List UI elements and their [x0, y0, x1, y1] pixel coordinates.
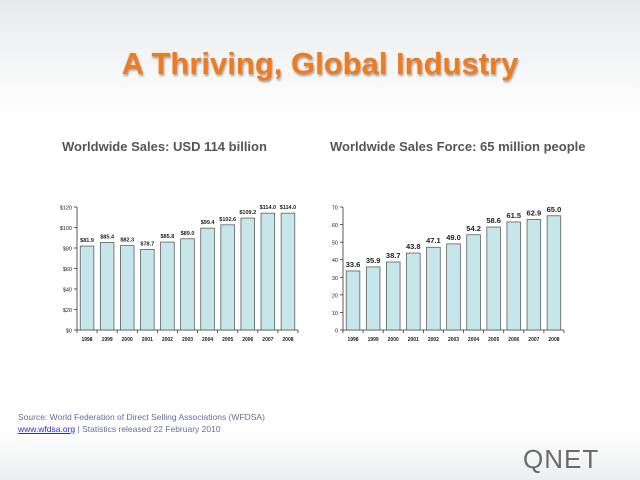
y-tick-label: $120: [60, 206, 72, 212]
data-label: 58.6: [486, 216, 501, 225]
x-tick-label: 2002: [428, 337, 439, 343]
y-tick-label: 0: [335, 329, 338, 335]
x-tick-label: 1999: [102, 337, 113, 343]
bar-1999: [365, 266, 381, 331]
x-tick-label: 2004: [468, 337, 479, 343]
source-note: Source: World Federation of Direct Selli…: [18, 411, 265, 435]
x-tick-label: 2001: [408, 337, 419, 343]
bar-1999: [99, 242, 115, 331]
x-tick-label: 1998: [347, 337, 358, 343]
y-tick-label: $80: [63, 247, 72, 253]
x-tick-label: 2005: [222, 337, 233, 343]
y-tick-label: 40: [332, 258, 338, 264]
bar-2001: [406, 252, 421, 331]
bar-2004: [466, 234, 481, 331]
y-tick-label: 30: [332, 276, 338, 282]
x-tick-label: 2003: [448, 337, 459, 343]
bar-2006: [506, 221, 521, 331]
source-line: Source: World Federation of Direct Selli…: [18, 412, 265, 422]
salesforce-bar-chart: 0 10 20 30 40 50 60 70 1998 33.6 1999 35.9 2000 38.7 2…: [332, 205, 565, 343]
qnet-logo: QNET: [523, 444, 599, 474]
x-tick-label: 2000: [388, 337, 399, 343]
bar-2007: [526, 219, 542, 331]
data-label: 65.0: [547, 205, 562, 214]
bar-2004: [200, 227, 215, 331]
data-label: 38.7: [386, 251, 401, 260]
bar-2005: [220, 224, 235, 331]
data-label: $109.2: [239, 210, 256, 216]
sales-chart-title: Worldwide Sales: USD 114 billion: [62, 139, 267, 154]
stats-release-note: | Statistics released 22 February 2010: [77, 424, 221, 434]
y-tick-label: 70: [332, 206, 338, 212]
y-tick-label: 20: [332, 293, 338, 299]
bar-2003: [446, 243, 461, 331]
data-label: $81.9: [80, 238, 94, 244]
data-label: $114.0: [280, 205, 297, 211]
x-tick-label: 2008: [548, 337, 559, 343]
wfdsa-link[interactable]: www.wfdsa.org: [18, 424, 76, 434]
bar-2002: [160, 241, 175, 331]
y-tick-label: $100: [60, 226, 72, 232]
y-tick-label: $0: [66, 329, 72, 335]
y-tick-label: 10: [332, 311, 338, 317]
data-label: $78.7: [140, 241, 154, 247]
data-label: $89.0: [181, 231, 195, 237]
x-tick-label: 2008: [282, 337, 293, 343]
bar-2007: [260, 212, 276, 331]
data-label: 49.0: [446, 233, 461, 242]
data-label: $85.8: [161, 234, 175, 240]
bar-1998: [345, 270, 361, 331]
data-label: $114.0: [260, 205, 277, 211]
qnet-logo-text: QNET: [523, 444, 599, 474]
x-tick-label: 2003: [182, 337, 193, 343]
bar-2000: [386, 261, 401, 331]
x-tick-label: 2006: [508, 337, 519, 343]
bar-2008: [280, 212, 296, 331]
bar-2002: [426, 246, 441, 331]
y-tick-label: $60: [63, 267, 72, 273]
x-tick-label: 2007: [262, 337, 273, 343]
bar-1998: [79, 245, 95, 331]
data-label: 33.6: [346, 260, 361, 269]
data-label: 47.1: [426, 236, 441, 245]
bar-2001: [140, 248, 155, 331]
data-label: 62.9: [527, 208, 542, 217]
y-tick-label: $40: [63, 288, 72, 294]
x-tick-label: 2005: [488, 337, 499, 343]
data-label: $82.3: [120, 238, 134, 244]
y-tick-label: 60: [332, 223, 338, 229]
x-tick-label: 2004: [202, 337, 213, 343]
y-tick-label: 50: [332, 241, 338, 247]
bar-2000: [120, 245, 135, 331]
x-tick-label: 2002: [162, 337, 173, 343]
x-tick-label: 1999: [368, 337, 379, 343]
data-label: 61.5: [506, 211, 521, 220]
bar-2003: [180, 238, 195, 331]
sales-bar-chart: $0 $20 $40 $60 $80 $100 $120 1998 $81.9 1999 $85.4…: [60, 205, 299, 343]
data-label: 43.8: [406, 242, 421, 251]
bar-2005: [486, 226, 501, 331]
x-tick-label: 2000: [122, 337, 133, 343]
data-label: $102.6: [219, 217, 236, 223]
y-tick-label: $20: [63, 308, 72, 314]
data-label: $85.4: [100, 234, 115, 240]
source-link-row: www.wfdsa.org | Statistics released 22 F…: [18, 423, 265, 435]
x-tick-label: 1998: [81, 337, 92, 343]
slide-title: A Thriving, Global Industry: [121, 46, 519, 81]
data-label: $99.4: [201, 220, 216, 226]
salesforce-chart-title: Worldwide Sales Force: 65 million people: [330, 139, 586, 154]
data-label: 35.9: [366, 256, 381, 265]
x-tick-label: 2006: [242, 337, 253, 343]
data-label: 54.2: [466, 224, 481, 233]
x-tick-label: 2001: [142, 337, 153, 343]
x-tick-label: 2007: [528, 337, 539, 343]
bar-2006: [240, 217, 255, 331]
bar-2008: [546, 215, 562, 331]
